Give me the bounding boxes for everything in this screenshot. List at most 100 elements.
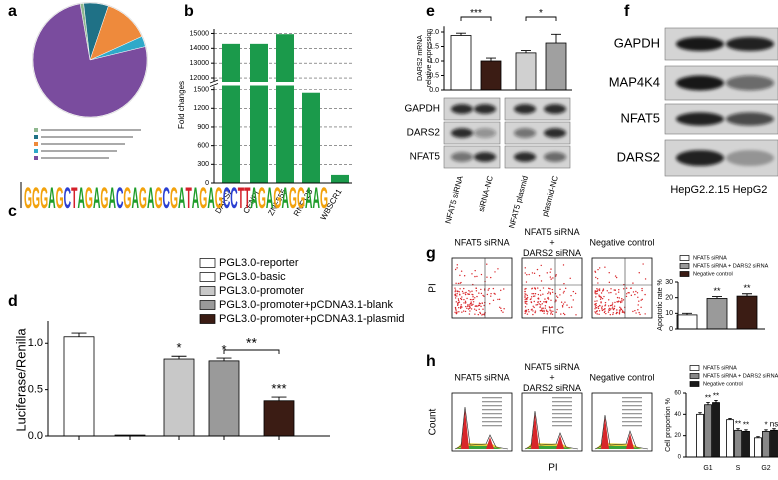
- flow-dot: [454, 293, 457, 295]
- flow-dot: [460, 304, 462, 306]
- flow-dot: [641, 289, 643, 292]
- flow-dot: [621, 301, 623, 303]
- flow-dot: [621, 311, 624, 313]
- flow-dot: [528, 273, 530, 276]
- flow-dot: [459, 274, 461, 277]
- flow-dot: [546, 310, 548, 312]
- flow-dot: [503, 308, 505, 310]
- flow-dot: [487, 289, 489, 291]
- legend-swatch: [689, 365, 700, 371]
- flow-dot: [622, 288, 625, 290]
- flow-dot: [524, 300, 526, 303]
- flow-dot: [632, 310, 634, 313]
- flow-dot: [470, 304, 472, 306]
- flow-dot: [644, 313, 646, 315]
- flow-dot: [526, 303, 528, 305]
- y-tick-label: 13000: [190, 60, 210, 67]
- flow-dot: [476, 295, 478, 298]
- flow-dot: [493, 292, 495, 295]
- flow-dot: [469, 310, 471, 312]
- flow-dot: [604, 308, 606, 310]
- flow-dot: [641, 298, 643, 301]
- flow-dot: [456, 304, 459, 306]
- flow-dot: [632, 282, 634, 284]
- y-tick-label: 10: [665, 310, 673, 317]
- histogram-peak: [461, 409, 469, 449]
- flow-dot: [459, 294, 461, 296]
- significance: **: [743, 283, 751, 293]
- flow-dot: [607, 305, 610, 307]
- flow-dot: [539, 304, 542, 306]
- flow-dot: [549, 271, 551, 273]
- flow-dot: [465, 301, 467, 304]
- flow-dot: [561, 306, 564, 308]
- legend-label: Negative control: [693, 271, 733, 277]
- flow-dot: [463, 298, 465, 301]
- flow-dot: [552, 277, 554, 279]
- flow-dot: [617, 300, 620, 302]
- histogram-peak: [601, 417, 609, 449]
- flow-dot: [601, 305, 603, 308]
- bar: [770, 429, 778, 458]
- blot-band: [676, 150, 724, 166]
- flow-dot: [503, 288, 505, 290]
- flow-dot: [570, 294, 572, 297]
- flow-dot: [612, 312, 615, 314]
- flow-dot: [634, 309, 636, 312]
- flow-dot: [619, 301, 622, 304]
- blot-band: [474, 128, 496, 138]
- flow-dot: [610, 291, 612, 294]
- y-tick-label: 0: [678, 455, 682, 461]
- flow-dot: [544, 298, 546, 300]
- blot: [504, 145, 571, 169]
- flow-dot: [563, 290, 565, 293]
- significance: *: [539, 8, 543, 19]
- flow-dot: [481, 314, 483, 316]
- legend-swatch: [34, 128, 38, 132]
- flow-dot: [564, 301, 566, 303]
- legend-swatch: [679, 271, 690, 277]
- flow-dot: [473, 308, 476, 310]
- flow-dot: [636, 292, 639, 294]
- pie-slice: [32, 3, 148, 118]
- flow-dot: [594, 300, 596, 302]
- error-bar: [171, 355, 187, 360]
- flow-dot: [549, 276, 552, 278]
- logo-letter: A: [48, 182, 55, 215]
- flow-dot: [610, 288, 612, 290]
- flow-dot: [541, 307, 543, 309]
- legend-swatch: [34, 142, 38, 146]
- y-tick-label: 0: [205, 180, 209, 187]
- flow-dot: [477, 305, 480, 307]
- flow-dot: [524, 267, 526, 269]
- flow-dot: [471, 299, 473, 301]
- plot-y-title: PI: [428, 283, 439, 292]
- flow-dot: [601, 309, 604, 312]
- panel-letter: c: [8, 203, 17, 220]
- x-tick-label: G2: [761, 465, 770, 472]
- plot-title: NFAT5 siRNA: [454, 372, 509, 382]
- blot-label: NFAT5: [410, 152, 441, 163]
- flow-dot: [597, 282, 599, 284]
- logo-letter: A: [147, 182, 154, 215]
- plot-title: +: [549, 372, 554, 382]
- flow-dot: [644, 293, 646, 296]
- flow-dot: [470, 301, 472, 303]
- x-tick-label: S: [736, 465, 741, 472]
- flow-dot: [454, 287, 456, 289]
- error-bar: [271, 396, 287, 401]
- flow-dot: [610, 308, 612, 310]
- flow-dot: [594, 291, 597, 293]
- flow-dot: [524, 302, 527, 304]
- flow-dot: [537, 301, 539, 304]
- logo-letter: A: [250, 182, 257, 215]
- flow-dot: [594, 308, 596, 310]
- flow-dot: [559, 288, 561, 291]
- flow-dot: [479, 302, 481, 305]
- flow-dot: [619, 311, 621, 313]
- significance: **: [705, 394, 711, 403]
- flow-dot: [457, 299, 460, 302]
- flow-dot: [546, 313, 549, 315]
- flow-dot: [635, 312, 637, 314]
